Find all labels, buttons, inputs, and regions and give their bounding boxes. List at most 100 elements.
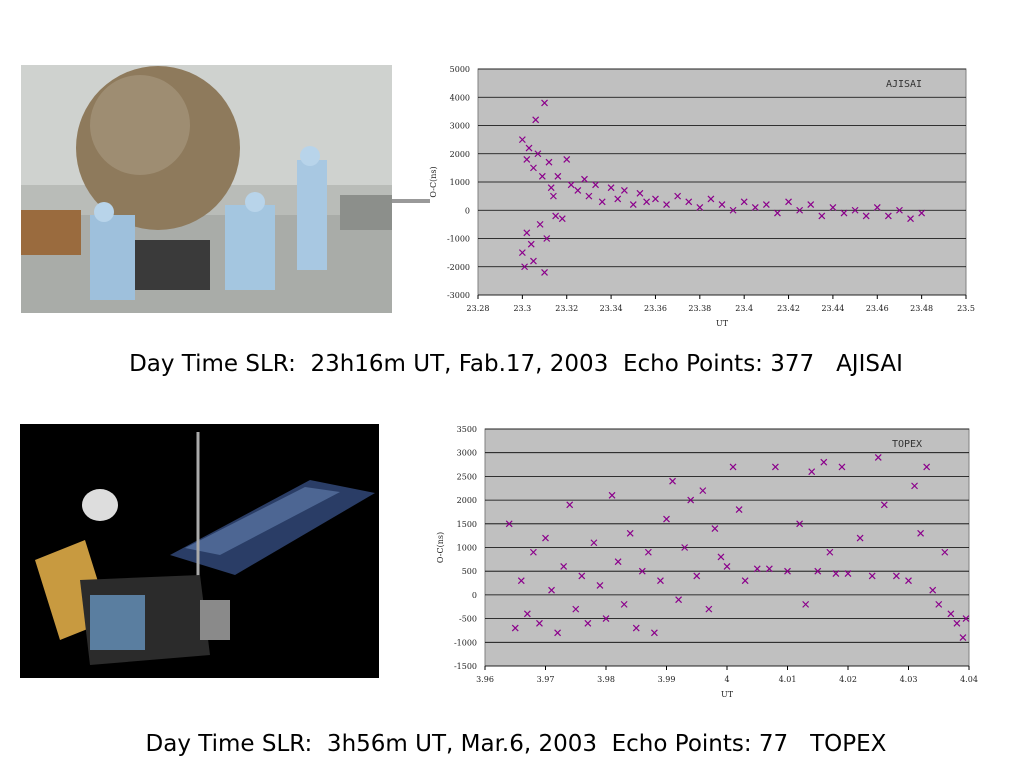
point xyxy=(657,577,664,585)
point xyxy=(563,155,571,163)
y-tick-label: 1000 xyxy=(457,544,477,553)
point xyxy=(607,184,615,192)
point xyxy=(584,619,592,627)
point xyxy=(740,198,748,206)
point xyxy=(554,629,562,637)
y-tick-label: -1500 xyxy=(454,662,477,671)
point xyxy=(629,201,637,209)
point xyxy=(696,204,704,211)
point xyxy=(880,501,888,509)
point xyxy=(808,468,816,476)
point xyxy=(578,572,586,580)
x-tick-label: 23.44 xyxy=(821,304,844,313)
point xyxy=(547,184,555,192)
x-tick-label: 3.97 xyxy=(537,675,555,684)
y-tick-label: 3000 xyxy=(457,449,477,458)
y-tick-label: 0 xyxy=(472,591,477,600)
caption: Day Time SLR: 23h16m UT, Fab.17, 2003 Ec… xyxy=(129,351,903,377)
point xyxy=(638,567,646,575)
point xyxy=(917,529,925,537)
point xyxy=(814,567,822,575)
point xyxy=(820,458,828,466)
point xyxy=(929,586,937,594)
point xyxy=(590,539,598,547)
point xyxy=(643,198,651,206)
point xyxy=(560,563,568,570)
point xyxy=(918,209,926,217)
x-tick-label: 3.96 xyxy=(476,675,494,684)
point xyxy=(620,187,628,194)
point xyxy=(896,206,903,214)
y-tick-label: 2000 xyxy=(457,496,477,505)
point xyxy=(762,201,770,209)
point xyxy=(529,548,537,556)
x-tick-label: 23.28 xyxy=(467,304,490,313)
x-tick-label: 4.01 xyxy=(779,675,797,684)
point xyxy=(602,615,610,623)
x-tick-label: 4.02 xyxy=(839,675,857,684)
y-tick-label: 1000 xyxy=(450,178,470,187)
point xyxy=(521,263,529,271)
point xyxy=(796,520,804,528)
point xyxy=(796,206,804,214)
point xyxy=(530,164,537,172)
point xyxy=(807,201,815,209)
point xyxy=(543,235,551,242)
point xyxy=(598,198,606,206)
point xyxy=(596,581,604,589)
y-tick-label: 3500 xyxy=(457,425,477,434)
point xyxy=(911,482,918,490)
chart: -1500 -1000 -500 0 500 1000 1500 2000 2500 3000 35… xyxy=(436,425,978,699)
point xyxy=(802,600,810,608)
point xyxy=(636,189,644,197)
y-tick-label: -3000 xyxy=(447,291,470,300)
point xyxy=(581,175,588,183)
point xyxy=(753,565,761,573)
point xyxy=(548,586,555,594)
point xyxy=(518,136,526,144)
x-tick-label: 23.38 xyxy=(688,304,711,313)
point xyxy=(614,195,622,203)
y-tick-label: 2000 xyxy=(450,150,470,159)
y-tick-label: 1500 xyxy=(457,520,477,529)
chart: -3000 -2000 -1000 0 1000 2000 3000 4000 5000 23.2… xyxy=(429,65,975,328)
point xyxy=(699,487,707,495)
point xyxy=(541,99,548,107)
point xyxy=(541,268,548,276)
point xyxy=(525,144,533,152)
point xyxy=(844,570,852,577)
point xyxy=(566,501,574,509)
point xyxy=(530,257,537,265)
point xyxy=(626,529,634,537)
point xyxy=(962,615,970,623)
x-tick-label: 23.3 xyxy=(513,304,531,313)
point xyxy=(785,198,792,206)
point xyxy=(717,553,725,561)
point xyxy=(765,565,773,573)
point xyxy=(959,634,967,641)
photo-topex xyxy=(20,424,379,678)
point xyxy=(862,212,870,220)
point xyxy=(711,525,719,532)
point xyxy=(545,158,553,166)
y-tick-label: 4000 xyxy=(450,93,470,102)
point xyxy=(536,619,543,627)
x-tick-label: 3.98 xyxy=(597,675,615,684)
point xyxy=(674,192,682,200)
point xyxy=(907,215,914,223)
point xyxy=(832,570,840,577)
caption: Day Time SLR: 3h56m UT, Mar.6, 2003 Echo… xyxy=(146,731,887,757)
point xyxy=(693,572,701,580)
point xyxy=(953,619,961,627)
point xyxy=(663,515,670,523)
point xyxy=(923,463,931,471)
point xyxy=(523,155,531,163)
x-axis-label: UT xyxy=(721,690,734,699)
point xyxy=(868,572,876,580)
point xyxy=(549,192,557,200)
point xyxy=(687,496,695,504)
point xyxy=(511,624,519,632)
point xyxy=(941,548,949,556)
x-tick-label: 23.46 xyxy=(866,304,889,313)
